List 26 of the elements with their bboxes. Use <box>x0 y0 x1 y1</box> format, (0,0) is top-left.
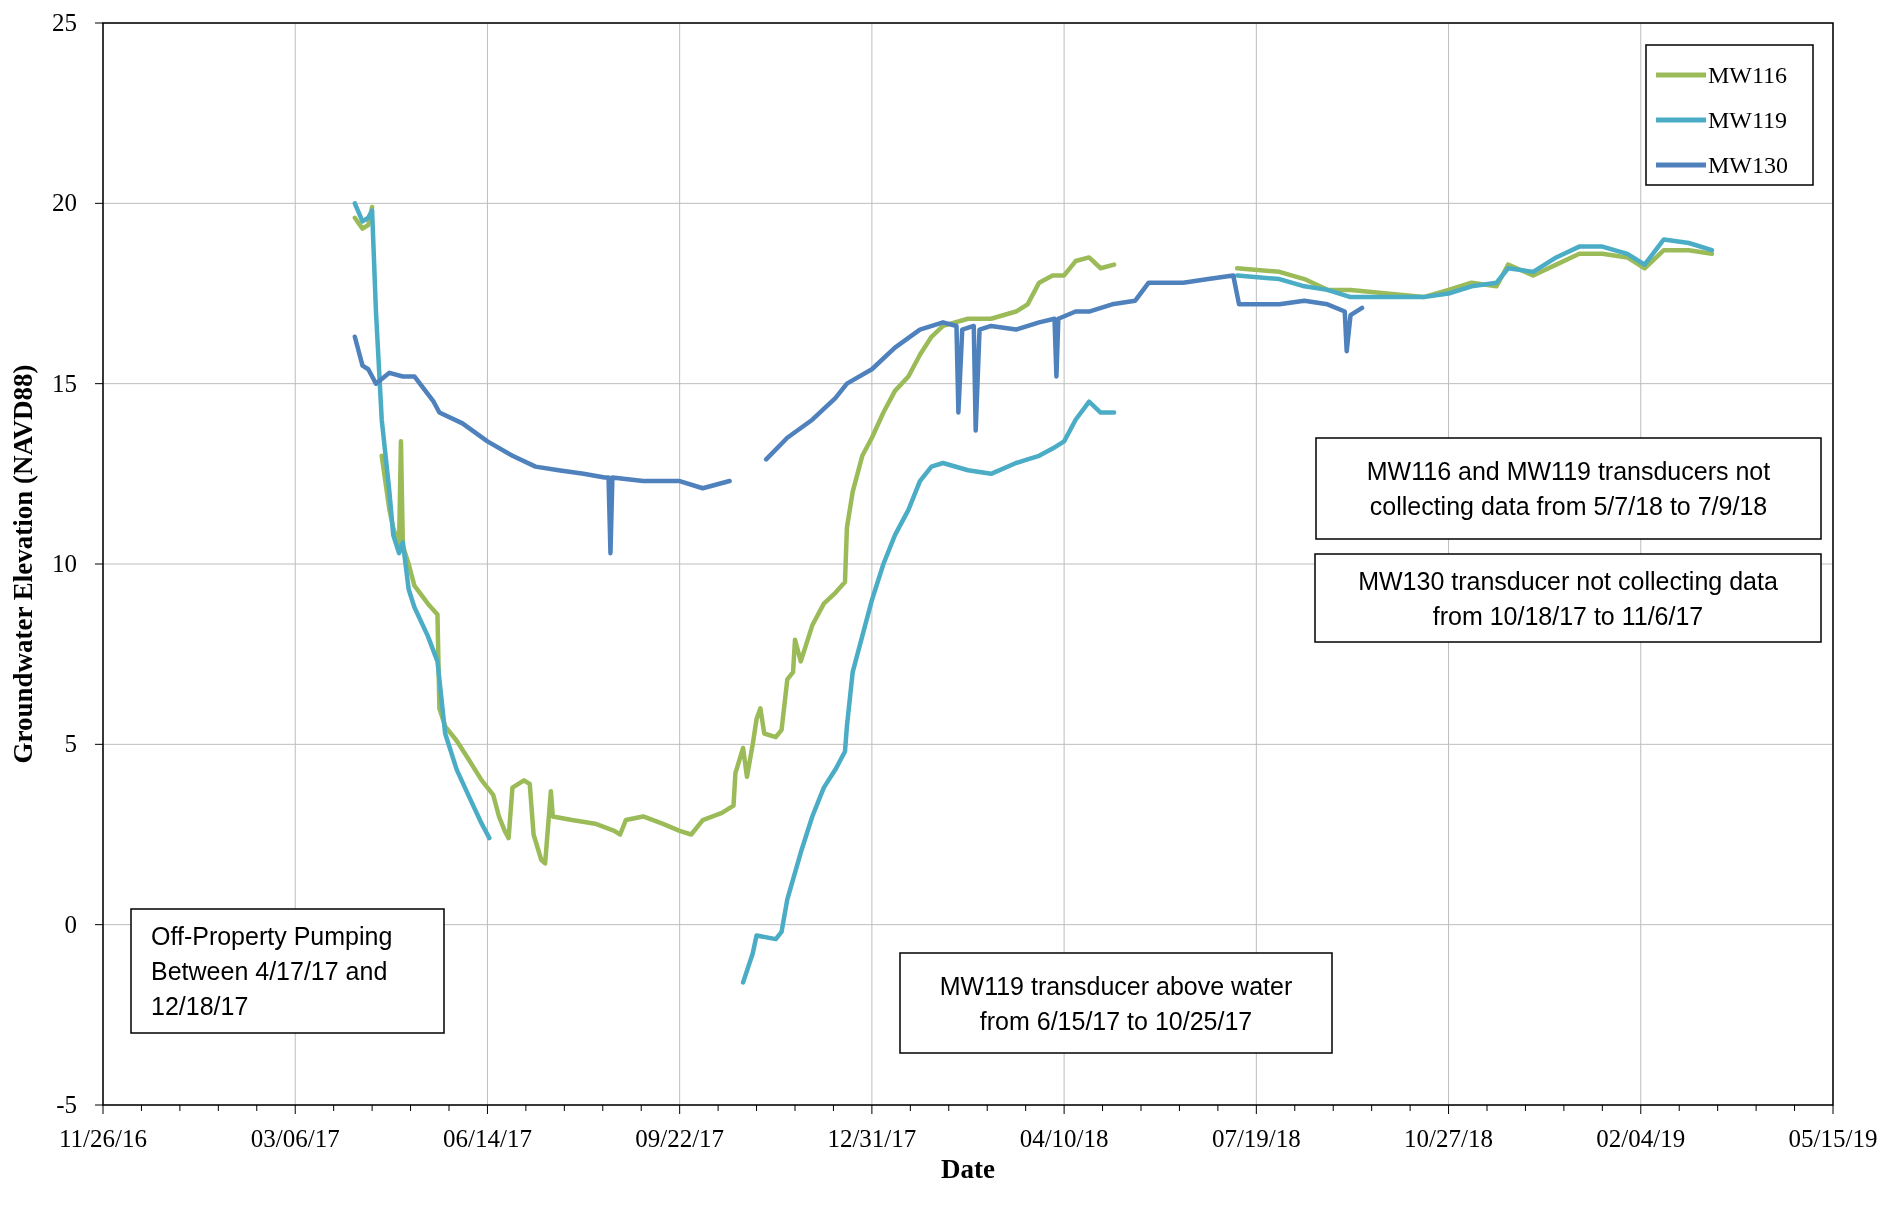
annotation: MW130 transducer not collecting data from 10/18/17 to 11/6/17 <box>1358 566 1778 630</box>
x-tick-label: 06/14/17 <box>442 1125 532 1152</box>
x-axis-title: Date <box>941 1154 995 1184</box>
y-tick-label: 20 <box>52 189 77 217</box>
y-tick-label: 0 <box>64 910 77 938</box>
x-tick-label: 10/27/18 <box>1404 1125 1494 1152</box>
x-tick-label: 07/19/18 <box>1211 1125 1301 1152</box>
y-tick-label: 15 <box>52 369 77 397</box>
x-tick-label: 03/06/17 <box>250 1125 340 1152</box>
annotation: Off-Property Pumping Between 4/17/17 and 12/18/17 <box>151 922 393 1020</box>
annotation: MW116 and MW119 transducers not collecting data from 5/7/18 to 7/9/18 <box>1366 457 1771 520</box>
x-tick-label: 09/22/17 <box>635 1125 725 1152</box>
y-tick-label: 5 <box>64 730 77 758</box>
y-tick-label: -5 <box>56 1091 77 1118</box>
legend-label: MW130 <box>1708 152 1788 178</box>
x-tick-label: 04/10/18 <box>1019 1125 1109 1152</box>
x-tick-label: 12/31/17 <box>827 1125 917 1152</box>
legend-label: MW119 <box>1708 107 1788 133</box>
y-tick-label: 10 <box>52 550 77 577</box>
annotation: MW119 transducer above water from 6/15/17 to 10/25/17 <box>939 971 1293 1035</box>
y-axis-title: Groundwater Elevation (NAVD88) <box>8 364 38 764</box>
x-tick-label: 02/04/19 <box>1596 1125 1686 1152</box>
x-tick-label: 05/15/19 <box>1788 1125 1878 1152</box>
x-tick-label: 11/26/16 <box>59 1125 147 1152</box>
legend-label: MW116 <box>1708 62 1788 88</box>
y-tick-label: 25 <box>52 9 77 36</box>
